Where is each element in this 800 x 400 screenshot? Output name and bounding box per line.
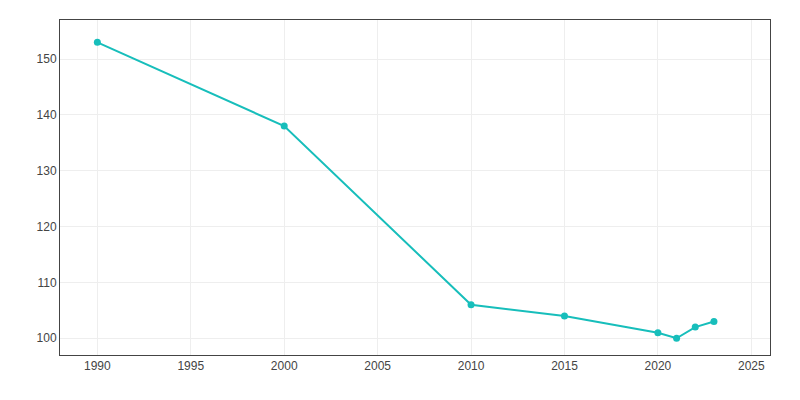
svg-text:2005: 2005 <box>364 359 391 373</box>
svg-text:2015: 2015 <box>551 359 578 373</box>
svg-text:1995: 1995 <box>177 359 204 373</box>
svg-text:150: 150 <box>37 52 57 66</box>
svg-text:2025: 2025 <box>738 359 765 373</box>
svg-text:1990: 1990 <box>84 359 111 373</box>
svg-text:2000: 2000 <box>271 359 298 373</box>
svg-text:100: 100 <box>37 331 57 345</box>
svg-text:2020: 2020 <box>645 359 672 373</box>
svg-text:140: 140 <box>37 108 57 122</box>
svg-text:2010: 2010 <box>458 359 485 373</box>
svg-text:120: 120 <box>37 220 57 234</box>
svg-text:130: 130 <box>37 164 57 178</box>
svg-text:110: 110 <box>37 276 56 290</box>
